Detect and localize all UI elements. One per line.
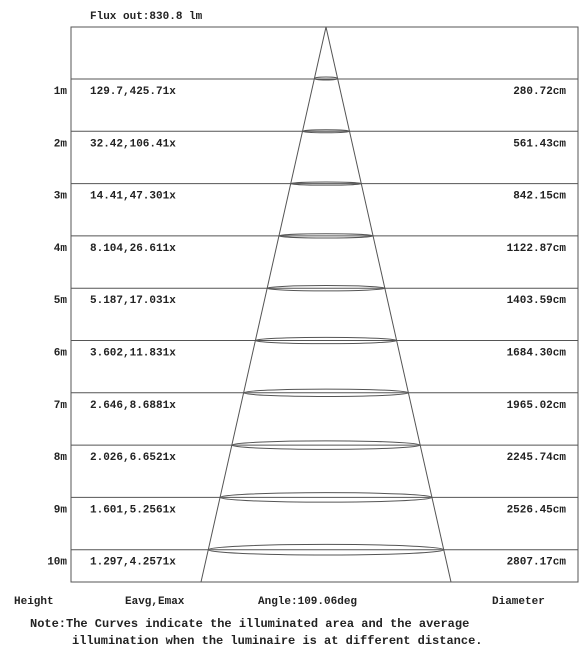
illumination-ellipse bbox=[254, 336, 398, 345]
cone-left-edge bbox=[200, 26, 327, 583]
illumination-ellipse bbox=[290, 181, 362, 186]
row-height-label: 7m bbox=[54, 400, 68, 412]
row-height-label: 4m bbox=[54, 243, 68, 255]
row-divider-lines bbox=[71, 78, 578, 551]
row-eavg-emax-label: 3.602,11.831x bbox=[90, 348, 176, 360]
row-height-label: 1m bbox=[54, 86, 68, 98]
note-line-1: Note:The Curves indicate the illuminated… bbox=[30, 617, 469, 631]
row-diameter-label: 280.72cm bbox=[513, 86, 566, 98]
row-height-label: 8m bbox=[54, 452, 68, 464]
illumination-ellipse bbox=[231, 440, 421, 450]
row-labels: 1m 129.7,425.71x 280.72cm 2m 32.42,106.41x 56… bbox=[47, 86, 566, 569]
illumination-ellipse bbox=[207, 543, 445, 556]
row-diameter-label: 1684.30cm bbox=[507, 348, 567, 360]
row-height-label: 2m bbox=[54, 138, 68, 150]
flux-label: Flux out:830.8 lm bbox=[90, 11, 203, 23]
row-diameter-label: 1122.87cm bbox=[507, 243, 567, 255]
illumination-ellipse bbox=[266, 285, 386, 292]
row-diameter-label: 2526.45cm bbox=[507, 504, 567, 516]
illumination-ellipse bbox=[243, 388, 409, 398]
row-eavg-emax-label: 32.42,106.41x bbox=[90, 138, 176, 150]
row-height-label: 3m bbox=[54, 191, 68, 203]
illumination-ellipses bbox=[207, 76, 445, 556]
illumination-ellipse bbox=[302, 129, 350, 134]
illumination-ellipse bbox=[313, 76, 339, 81]
row-eavg-emax-label: 14.41,47.301x bbox=[90, 191, 176, 203]
row-eavg-emax-label: 1.297,4.2571x bbox=[90, 557, 176, 569]
row-eavg-emax-label: 2.646,8.6881x bbox=[90, 400, 176, 412]
row-diameter-label: 842.15cm bbox=[513, 191, 566, 203]
diameter-column-label: Diameter bbox=[492, 596, 545, 608]
row-height-label: 6m bbox=[54, 348, 68, 360]
row-eavg-emax-label: 8.104,26.611x bbox=[90, 243, 176, 255]
eavg-emax-column-label: Eavg,Emax bbox=[125, 596, 185, 608]
beam-angle-label: Angle:109.06deg bbox=[258, 596, 357, 608]
illumination-ellipse bbox=[278, 233, 374, 239]
row-diameter-label: 2807.17cm bbox=[507, 557, 567, 569]
row-diameter-label: 561.43cm bbox=[513, 138, 566, 150]
row-eavg-emax-label: 2.026,6.6521x bbox=[90, 452, 176, 464]
cone-right-edge bbox=[325, 26, 452, 583]
note-line-2: illumination when the luminaire is at di… bbox=[72, 634, 482, 648]
row-eavg-emax-label: 1.601,5.2561x bbox=[90, 504, 176, 516]
row-eavg-emax-label: 129.7,425.71x bbox=[90, 86, 176, 98]
illumination-ellipse bbox=[219, 492, 433, 503]
row-diameter-label: 2245.74cm bbox=[507, 452, 567, 464]
row-height-label: 9m bbox=[54, 504, 68, 516]
diagram-frame bbox=[70, 26, 579, 583]
row-height-label: 5m bbox=[54, 295, 68, 307]
light-cone bbox=[200, 26, 452, 583]
height-column-label: Height bbox=[14, 596, 54, 608]
row-height-label: 10m bbox=[47, 557, 67, 569]
row-diameter-label: 1965.02cm bbox=[507, 400, 567, 412]
row-eavg-emax-label: 5.187,17.031x bbox=[90, 295, 176, 307]
row-diameter-label: 1403.59cm bbox=[507, 295, 567, 307]
